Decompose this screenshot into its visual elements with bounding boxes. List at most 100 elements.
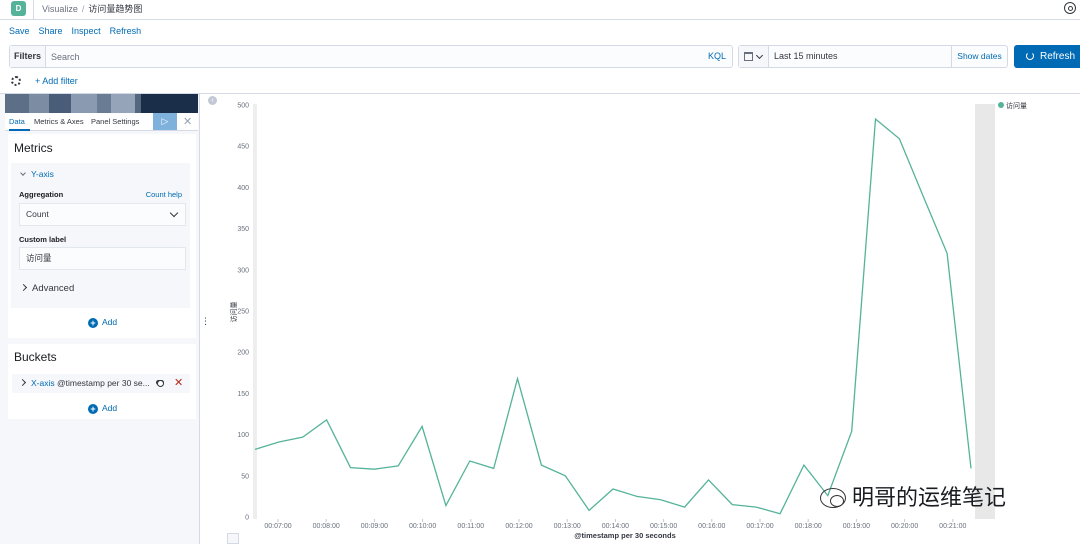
query-bar: Filters KQL: [9, 45, 733, 68]
gear-icon[interactable]: [11, 76, 21, 86]
add-filter-button[interactable]: + Add filter: [35, 76, 78, 86]
x-tick-label: 00:18:00: [795, 523, 822, 530]
header-divider: [33, 0, 34, 20]
y-tick-label: 500: [237, 103, 249, 110]
x-tick-label: 00:09:00: [361, 523, 388, 530]
index-pattern-title-redacted: [5, 94, 198, 113]
x-tick-label: 00:15:00: [650, 523, 677, 530]
current-time-band: [975, 104, 995, 519]
space-avatar[interactable]: D: [11, 1, 26, 16]
advanced-toggle[interactable]: Advanced: [19, 283, 75, 294]
metrics-panel: Metrics Y-axis Aggregation Count help Co…: [8, 134, 196, 338]
x-tick-label: 00:17:00: [746, 523, 773, 530]
tab-metrics-axes[interactable]: Metrics & Axes: [34, 117, 84, 126]
y-axis-bar: [253, 104, 257, 519]
watermark: 明哥的运维笔记: [820, 480, 1006, 512]
custom-label-label: Custom label: [19, 235, 67, 244]
refresh-button-label: Refresh: [1040, 51, 1076, 62]
x-axis-label: X-axis: [31, 378, 55, 388]
kql-toggle-button[interactable]: KQL: [707, 51, 726, 61]
x-tick-label: 00:10:00: [409, 523, 436, 530]
aggregation-label: Aggregation: [19, 190, 64, 199]
aggregation-select[interactable]: Count: [19, 203, 186, 226]
y-axis-toggle[interactable]: Y-axis: [20, 169, 54, 179]
chevron-down-icon: [20, 170, 26, 176]
y-axis-agg-panel: Y-axis Aggregation Count help Count Cust…: [11, 163, 190, 308]
chevron-down-icon: [169, 208, 179, 218]
time-range-text[interactable]: Last 15 minutes: [774, 51, 838, 61]
remove-icon[interactable]: ✕: [174, 377, 184, 389]
wechat-icon: [820, 488, 846, 508]
apply-changes-button[interactable]: ▷: [153, 113, 177, 130]
y-tick-label: 50: [241, 473, 249, 480]
metrics-title: Metrics: [14, 141, 53, 155]
breadcrumb-visualize[interactable]: Visualize: [42, 4, 78, 14]
y-tick-label: 400: [237, 185, 249, 192]
divider: [0, 93, 1080, 94]
x-tick-label: 00:11:00: [457, 523, 484, 530]
tab-data[interactable]: Data: [9, 117, 25, 126]
quick-menu-button[interactable]: [739, 46, 769, 67]
active-tab-indicator: [9, 129, 30, 131]
line-chart: 0 50 100 150 200 250 300 350 400 450 500 00:07:00 0…: [229, 101, 1027, 540]
buckets-title: Buckets: [14, 350, 57, 364]
refresh-button[interactable]: Refresh: [1014, 45, 1080, 68]
x-tick-label: 00:19:00: [843, 523, 870, 530]
help-icon[interactable]: [1064, 2, 1076, 14]
custom-label-input[interactable]: 访问量: [19, 247, 186, 270]
legend-color-dot: [998, 102, 1004, 108]
add-bucket-button[interactable]: + Add: [88, 403, 117, 414]
breadcrumb-separator: /: [81, 4, 85, 14]
refresh-icon: [1026, 52, 1034, 60]
toggle-icon[interactable]: [156, 380, 164, 387]
top-nav-menu: Save Share Inspect Refresh: [9, 26, 141, 38]
y-tick-label: 450: [237, 144, 249, 151]
legend-toggle-button[interactable]: [227, 533, 239, 544]
search-input[interactable]: [51, 46, 651, 67]
y-tick-label: 150: [237, 391, 249, 398]
x-tick-label: 00:20:00: [891, 523, 918, 530]
calendar-icon: [744, 52, 753, 61]
count-help-link[interactable]: Count help: [145, 190, 182, 199]
resize-handle-icon[interactable]: ⋮: [201, 316, 210, 326]
series-line: [254, 117, 972, 515]
show-dates-button[interactable]: Show dates: [951, 46, 1007, 67]
x-tick-label: 00:08:00: [313, 523, 340, 530]
top-header: D Visualize / 访问量趋势图: [0, 0, 1080, 20]
x-tick-label: 00:12:00: [505, 523, 532, 530]
discard-close-icon[interactable]: ✕: [183, 116, 193, 128]
chevron-down-icon: [755, 51, 764, 60]
collapse-sidebar-icon[interactable]: ‹: [208, 96, 217, 105]
chevron-right-icon: [18, 378, 27, 387]
share-link[interactable]: Share: [38, 26, 63, 36]
legend-item[interactable]: 访问量: [1006, 101, 1027, 110]
x-tick-label: 00:13:00: [554, 523, 581, 530]
tab-panel-settings[interactable]: Panel Settings: [91, 117, 140, 126]
x-tick-label: 00:16:00: [698, 523, 725, 530]
x-tick-label: 00:07:00: [264, 523, 291, 530]
x-tick-label: 00:21:00: [939, 523, 966, 530]
editor-tabs: Data Metrics & Axes Panel Settings ▷ ✕: [5, 113, 198, 131]
add-metric-label: Add: [102, 317, 118, 327]
x-axis-description: @timestamp per 30 se...: [57, 378, 150, 388]
refresh-link[interactable]: Refresh: [109, 26, 142, 36]
y-tick-label: 0: [245, 515, 249, 522]
save-link[interactable]: Save: [9, 26, 30, 36]
y-tick-label: 250: [237, 309, 249, 316]
y-tick-label: 350: [237, 226, 249, 233]
add-metric-button[interactable]: + Add: [88, 317, 117, 328]
advanced-label: Advanced: [32, 283, 75, 294]
y-tick-label: 300: [237, 267, 249, 274]
chevron-right-icon: [19, 283, 28, 292]
breadcrumb: Visualize / 访问量趋势图: [42, 2, 142, 15]
plus-icon: +: [88, 404, 98, 414]
filters-label: Filters: [10, 46, 46, 67]
x-axis-bucket-row[interactable]: X-axis @timestamp per 30 se... ✕: [12, 374, 190, 393]
y-axis-label: Y-axis: [31, 169, 54, 179]
time-picker: Last 15 minutes Show dates: [738, 45, 1008, 68]
inspect-link[interactable]: Inspect: [71, 26, 101, 36]
y-tick-label: 200: [237, 350, 249, 357]
add-bucket-label: Add: [102, 403, 118, 413]
y-tick-label: 100: [237, 432, 249, 439]
y-axis-title: 访问量: [229, 302, 238, 323]
